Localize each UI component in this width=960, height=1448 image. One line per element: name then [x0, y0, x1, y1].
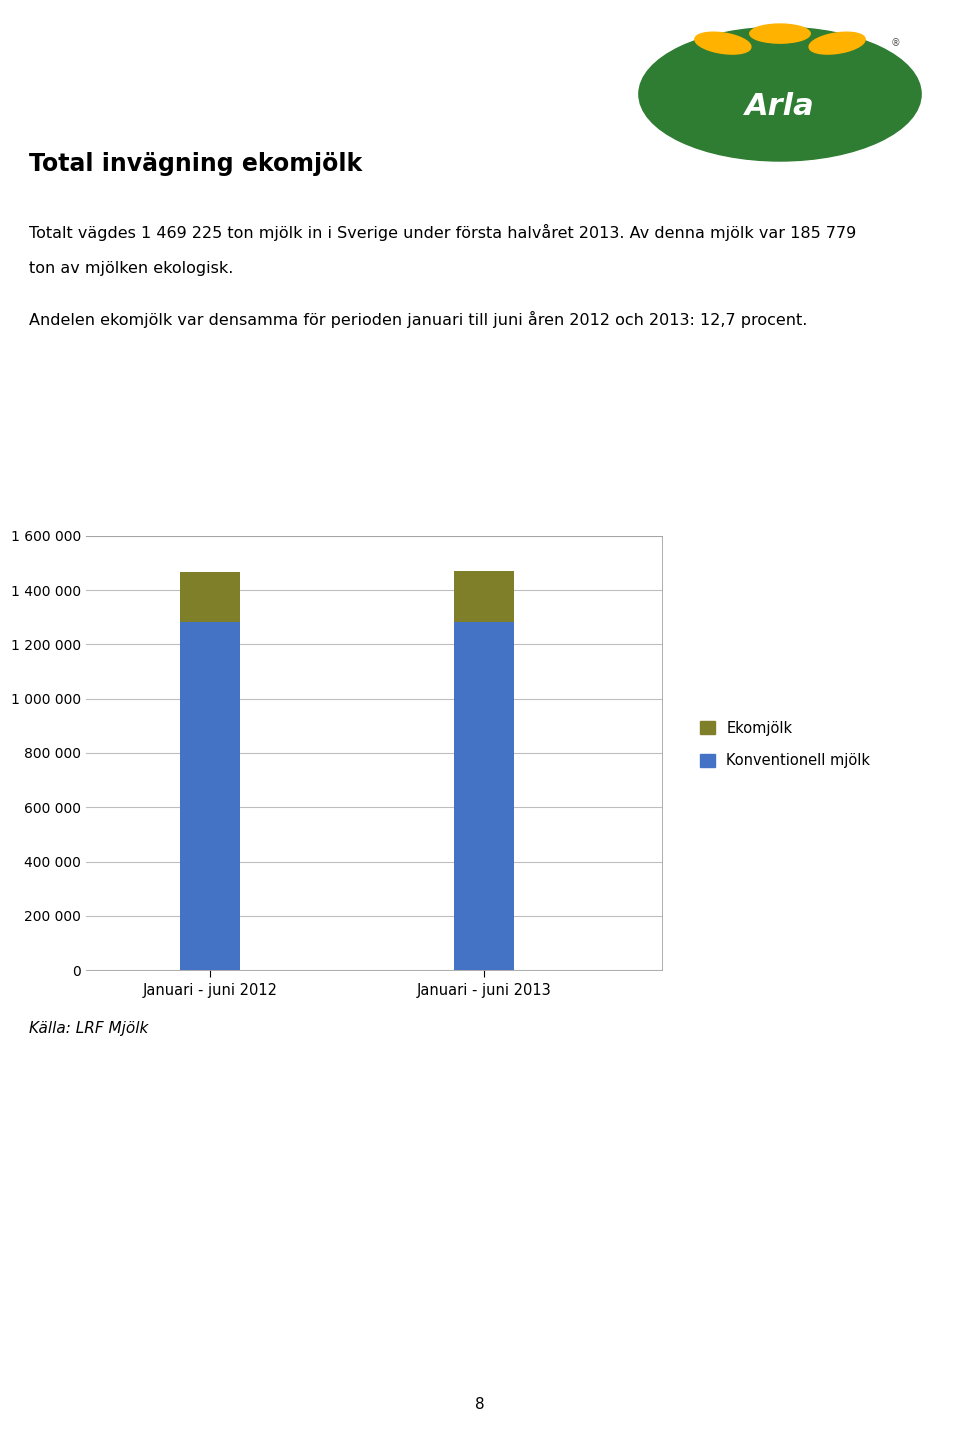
Circle shape	[639, 28, 921, 161]
Text: ®: ®	[891, 38, 900, 48]
Text: Total invägning ekomjölk: Total invägning ekomjölk	[29, 152, 362, 177]
Text: Andelen ekomjölk var densamma för perioden januari till juni åren 2012 och 2013:: Andelen ekomjölk var densamma för period…	[29, 311, 807, 329]
Bar	[180, 572, 240, 623]
Bar	[180, 623, 240, 970]
Text: ton av mjölken ekologisk.: ton av mjölken ekologisk.	[29, 261, 233, 275]
Text: 8: 8	[475, 1397, 485, 1412]
Text: Arla: Arla	[745, 93, 815, 122]
Ellipse shape	[809, 32, 865, 54]
Bar	[454, 572, 515, 621]
Ellipse shape	[695, 32, 751, 54]
Legend: Ekomjölk, Konventionell mjölk: Ekomjölk, Konventionell mjölk	[693, 714, 877, 775]
Bar	[454, 621, 515, 970]
Text: Totalt vägdes 1 469 225 ton mjölk in i Sverige under första halvåret 2013. Av de: Totalt vägdes 1 469 225 ton mjölk in i S…	[29, 224, 856, 242]
Ellipse shape	[750, 25, 810, 43]
Text: Källa: LRF Mjölk: Källa: LRF Mjölk	[29, 1021, 148, 1035]
